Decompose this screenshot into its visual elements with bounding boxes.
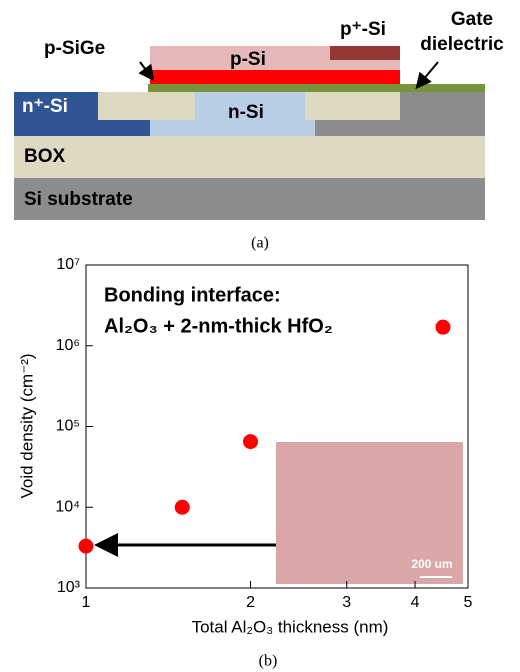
label: p-Si [230, 49, 266, 70]
annotation: Bonding interface: [104, 284, 281, 306]
label: p-SiGe [44, 38, 105, 59]
layer [305, 92, 400, 120]
figure: Si substrate BOX n⁺-Si n-Si p-Si p⁺-Si p… [0, 0, 520, 672]
x-tick-label: 4 [411, 594, 420, 611]
caption: (b) [259, 653, 278, 670]
x-tick-label: 2 [246, 594, 255, 611]
y-tick-label: 10⁵ [56, 418, 80, 435]
label: Si substrate [24, 189, 133, 210]
layer [148, 84, 485, 92]
y-tick-label: 10⁷ [56, 256, 80, 273]
label: Gate [451, 9, 493, 30]
page: Si substrate BOX n⁺-Si n-Si p-Si p⁺-Si p… [0, 0, 520, 672]
label: n⁺-Si [22, 96, 68, 117]
device-diagram: Si substrate BOX n⁺-Si n-Si p-Si p⁺-Si p… [14, 9, 504, 252]
layer [330, 46, 400, 60]
x-axis-label: Total Al₂O₃ thickness (nm) [192, 617, 389, 636]
scale-label: 200 um [411, 557, 452, 571]
x-tick-label: 3 [342, 594, 351, 611]
label: p⁺-Si [340, 19, 386, 40]
y-tick-label: 10⁴ [55, 498, 80, 515]
annotation: Al₂O₃ + 2-nm-thick HfO₂ [104, 315, 333, 337]
label: dielectric [420, 34, 504, 55]
y-axis-label: Void density (cm⁻²) [17, 353, 36, 498]
x-tick-label: 5 [464, 594, 473, 611]
point [79, 539, 94, 554]
layer [14, 136, 485, 178]
point [175, 500, 190, 515]
y-tick-label: 10³ [57, 579, 81, 596]
y-tick-label: 10⁶ [56, 337, 80, 354]
x-tick-label: 1 [82, 594, 91, 611]
chart: 200 um Bonding interface: Al₂O₃ + 2-nm-t… [17, 256, 472, 669]
label: n-Si [228, 102, 264, 123]
layer [150, 70, 400, 84]
arrow [418, 62, 438, 86]
layer [98, 92, 195, 120]
point [435, 320, 450, 335]
label: BOX [24, 146, 66, 167]
caption: (a) [251, 235, 269, 252]
point [243, 434, 258, 449]
